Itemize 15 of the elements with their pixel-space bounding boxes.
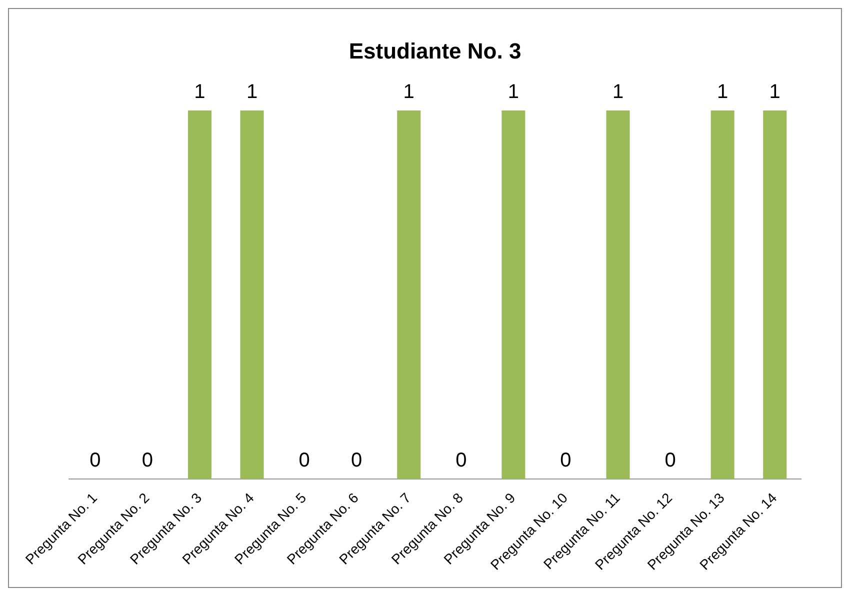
data-label: 1 <box>612 80 624 103</box>
data-label: 1 <box>246 80 258 103</box>
data-label: 1 <box>194 80 206 103</box>
data-label: 0 <box>90 450 101 472</box>
data-label: 1 <box>403 80 414 103</box>
data-label: 0 <box>298 450 310 472</box>
data-label: 1 <box>769 80 780 103</box>
data-label: 0 <box>560 450 572 472</box>
data-label: 1 <box>508 80 519 103</box>
data-label: 0 <box>351 450 362 472</box>
data-label: 1 <box>717 80 728 103</box>
data-label: 0 <box>664 450 676 472</box>
data-label: 0 <box>456 450 467 472</box>
data-label: 0 <box>142 450 153 472</box>
chart-title: Estudiante No. 3 <box>348 38 522 64</box>
